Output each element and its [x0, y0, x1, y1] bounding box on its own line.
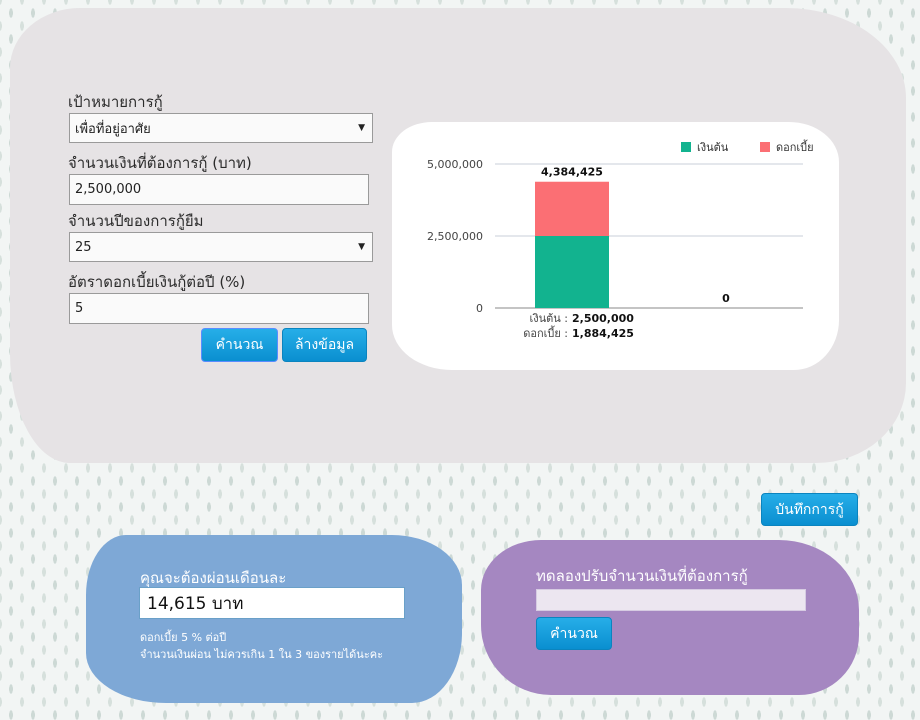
bar-segment: [535, 236, 609, 308]
loan-goal-label: เป้าหมายการกู้: [68, 93, 163, 111]
bar-segment: [535, 181, 609, 236]
monthly-payment-value: 14,615 บาท: [139, 587, 405, 619]
interest-note: ดอกเบี้ย 5 % ต่อปี: [140, 631, 227, 644]
y-tick-label: 2,500,000: [427, 230, 483, 243]
legend-label: เงินต้น: [697, 141, 729, 154]
bar-total-label: 0: [722, 292, 730, 305]
monthly-payment-title: คุณจะต้องผ่อนเดือนละ: [140, 569, 287, 587]
breakdown-value: 1,884,425: [572, 327, 634, 340]
payment-advice-note: จำนวนเงินผ่อน ไม่ควรเกิน 1 ใน 3 ของรายได…: [140, 648, 383, 661]
calculate-button[interactable]: คำนวณ: [201, 328, 278, 362]
save-loan-button[interactable]: บันทึกการกู้: [761, 493, 858, 526]
bar-total-label: 4,384,425: [541, 166, 603, 179]
adjust-amount-input[interactable]: [536, 589, 806, 611]
breakdown-value: 2,500,000: [572, 312, 634, 325]
chevron-down-icon: ▼: [358, 123, 365, 133]
legend-swatch: [760, 142, 770, 152]
breakdown-label: ดอกเบี้ย :: [523, 325, 568, 340]
loan-amount-value: 2,500,000: [75, 182, 142, 197]
monthly-payment-panel: [86, 535, 462, 703]
adjust-amount-title: ทดลองปรับจำนวนเงินที่ต้องการกู้: [536, 567, 748, 585]
chevron-down-icon: ▼: [358, 242, 365, 252]
loan-amount-input[interactable]: 2,500,000: [69, 174, 369, 205]
y-tick-label: 5,000,000: [427, 158, 483, 171]
legend-label: ดอกเบี้ย: [776, 139, 814, 154]
loan-chart-card: 5,000,000 2,500,000 0 4,384,425 0 เงินต้น ดอกเ…: [392, 122, 839, 370]
y-tick-label: 0: [476, 302, 483, 315]
interest-rate-value: 5: [75, 301, 84, 316]
loan-years-value: 25: [75, 239, 92, 255]
loan-goal-select[interactable]: เพื่อที่อยู่อาศัย ▼: [69, 113, 373, 143]
adjust-calculate-button[interactable]: คำนวณ: [536, 617, 612, 650]
clear-button[interactable]: ล้างข้อมูล: [282, 328, 367, 362]
loan-years-select[interactable]: 25 ▼: [69, 232, 373, 262]
interest-rate-input[interactable]: 5: [69, 293, 369, 324]
legend-swatch: [681, 142, 691, 152]
loan-goal-value: เพื่อที่อยู่อาศัย: [75, 121, 151, 137]
loan-years-label: จำนวนปีของการกู้ยืม: [68, 212, 204, 230]
breakdown-label: เงินต้น :: [529, 312, 568, 325]
interest-rate-label: อัตราดอกเบี้ยเงินกู้ต่อปี (%): [68, 273, 246, 291]
loan-amount-label: จำนวนเงินที่ต้องการกู้ (บาท): [68, 154, 252, 172]
